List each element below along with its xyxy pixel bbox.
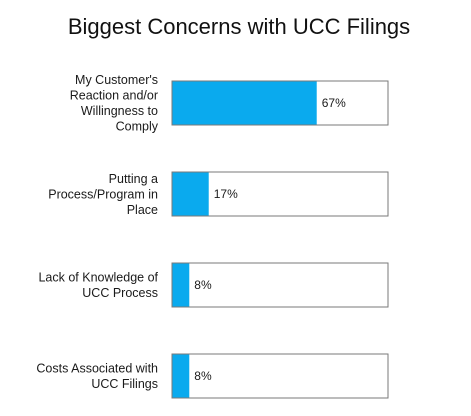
data-label: 8% <box>194 278 212 292</box>
chart-title: Biggest Concerns with UCC Filings <box>68 14 410 39</box>
bar <box>172 172 209 216</box>
data-label: 17% <box>214 187 238 201</box>
category-label: Place <box>127 203 158 217</box>
bar-track <box>171 353 389 399</box>
bar <box>172 81 317 125</box>
category-label: Costs Associated with <box>36 362 158 376</box>
bar <box>172 354 190 398</box>
data-label: 67% <box>322 96 346 110</box>
category-label: Willingness to <box>81 104 158 118</box>
category-label: Lack of Knowledge of <box>38 271 158 285</box>
bars-group: 67% My Customer's Reaction and/orWillingne… <box>36 73 389 399</box>
category-label: Reaction and/or <box>70 89 158 103</box>
category-label: My Customer's <box>75 73 158 87</box>
category-label: Process/Program in <box>48 187 158 201</box>
bar <box>172 263 190 307</box>
category-label: Putting a <box>109 172 158 186</box>
bar-track <box>171 262 389 308</box>
category-label: UCC Process <box>82 286 158 300</box>
data-label: 8% <box>194 369 212 383</box>
category-label: UCC Filings <box>91 377 158 391</box>
category-label: Comply <box>116 120 159 134</box>
